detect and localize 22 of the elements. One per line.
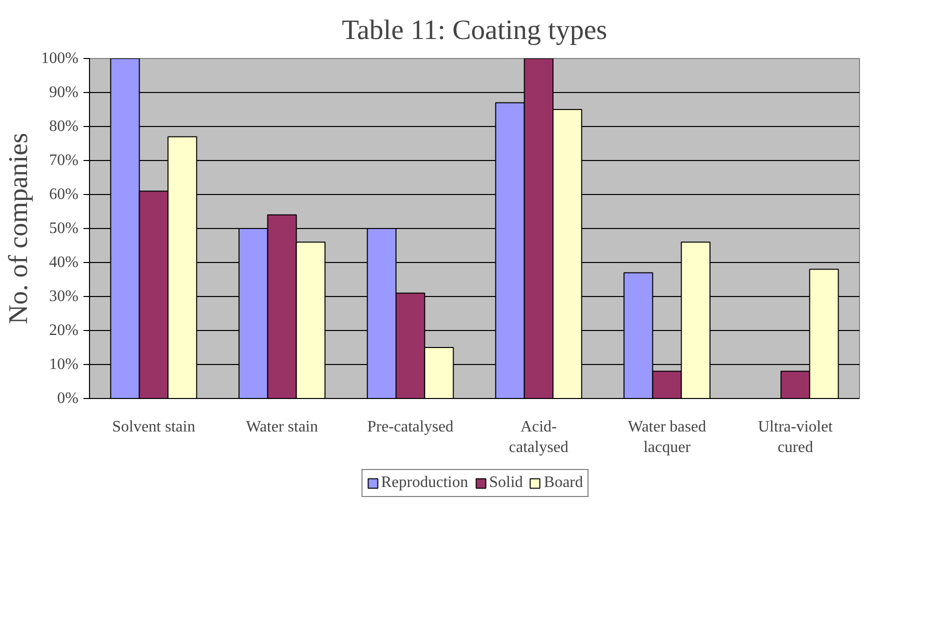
- legend-label: Board: [544, 474, 583, 492]
- chart-title: Table 11: Coating types: [342, 15, 608, 46]
- legend-label: Reproduction: [381, 474, 468, 492]
- y-tick-label: 30%: [49, 288, 78, 305]
- y-tick-label: 70%: [49, 152, 78, 169]
- y-tick-label: 90%: [49, 84, 78, 101]
- y-tick-label: 10%: [49, 356, 78, 373]
- x-tick-label: Water based lacquer: [628, 418, 706, 456]
- y-tick-label: 50%: [49, 220, 78, 237]
- y-axis-title: No. of companies: [3, 132, 34, 324]
- legend-label: Solid: [489, 474, 523, 492]
- x-tick-label: Solvent stain: [112, 418, 196, 436]
- x-tick-label: Acid-catalysed: [508, 418, 568, 456]
- x-tick-label: Ultra-violet cured: [758, 418, 834, 456]
- x-tick-label: Pre-catalysed: [367, 418, 454, 436]
- y-tick-label: 0%: [57, 390, 78, 407]
- y-tick-label: 60%: [49, 186, 78, 203]
- y-tick-label: 100%: [41, 50, 78, 67]
- y-tick-label: 20%: [49, 322, 78, 339]
- y-tick-label: 80%: [49, 118, 78, 135]
- x-tick-label: Water stain: [246, 418, 318, 436]
- y-tick-label: 40%: [49, 254, 78, 271]
